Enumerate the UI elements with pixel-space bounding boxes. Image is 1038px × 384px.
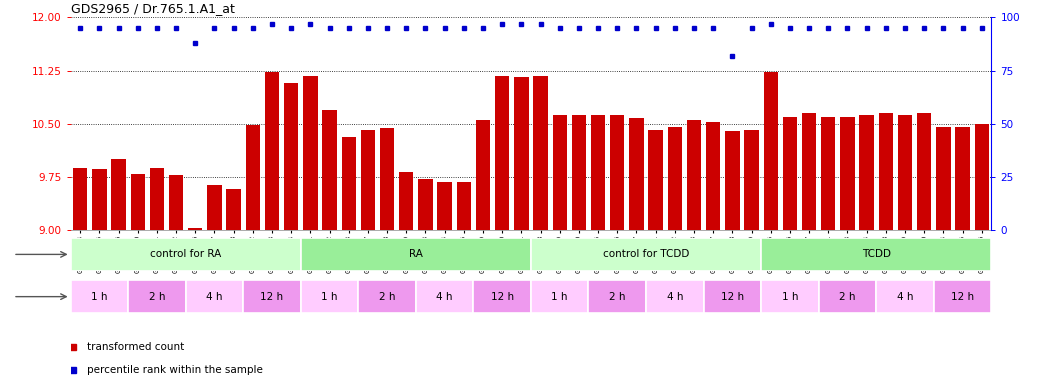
Bar bbox=[73, 168, 87, 230]
Bar bbox=[186, 280, 243, 313]
Text: 4 h: 4 h bbox=[666, 291, 683, 302]
Bar bbox=[301, 280, 358, 313]
Bar bbox=[534, 76, 548, 230]
Text: 2 h: 2 h bbox=[148, 291, 165, 302]
Bar bbox=[687, 120, 702, 230]
Bar bbox=[246, 125, 260, 230]
Text: 1 h: 1 h bbox=[322, 291, 337, 302]
Text: 12 h: 12 h bbox=[951, 291, 974, 302]
Text: percentile rank within the sample: percentile rank within the sample bbox=[87, 365, 263, 375]
Bar bbox=[71, 280, 128, 313]
Bar bbox=[878, 113, 893, 230]
Bar bbox=[649, 129, 663, 230]
Bar bbox=[188, 228, 202, 230]
Bar bbox=[303, 76, 318, 230]
Bar bbox=[473, 280, 530, 313]
Bar bbox=[876, 280, 934, 313]
Bar bbox=[475, 120, 490, 230]
Text: 12 h: 12 h bbox=[491, 291, 514, 302]
Bar bbox=[358, 280, 416, 313]
Bar bbox=[323, 110, 336, 230]
Bar bbox=[149, 168, 164, 230]
Bar bbox=[399, 172, 413, 230]
Bar bbox=[898, 115, 912, 230]
Bar bbox=[975, 124, 989, 230]
Bar bbox=[416, 280, 473, 313]
Bar bbox=[572, 115, 586, 230]
Text: 4 h: 4 h bbox=[436, 291, 453, 302]
Bar bbox=[380, 128, 394, 230]
Text: 12 h: 12 h bbox=[261, 291, 283, 302]
Bar bbox=[265, 72, 279, 230]
Bar bbox=[819, 280, 876, 313]
Bar bbox=[783, 117, 797, 230]
Bar bbox=[437, 182, 452, 230]
Bar bbox=[726, 131, 739, 230]
Bar bbox=[744, 129, 759, 230]
Bar bbox=[821, 117, 836, 230]
Bar bbox=[840, 117, 854, 230]
Bar bbox=[589, 280, 646, 313]
Bar bbox=[360, 129, 375, 230]
Bar bbox=[761, 280, 819, 313]
Text: transformed count: transformed count bbox=[87, 342, 184, 352]
Bar bbox=[301, 238, 530, 271]
Text: control for RA: control for RA bbox=[151, 249, 221, 260]
Text: control for TCDD: control for TCDD bbox=[603, 249, 689, 260]
Text: 2 h: 2 h bbox=[839, 291, 855, 302]
Text: 2 h: 2 h bbox=[379, 291, 395, 302]
Bar bbox=[284, 83, 298, 230]
Bar bbox=[934, 280, 991, 313]
Bar bbox=[761, 238, 991, 271]
Bar bbox=[418, 179, 433, 230]
Bar bbox=[667, 127, 682, 230]
Bar bbox=[128, 280, 186, 313]
Bar bbox=[802, 113, 816, 230]
Bar bbox=[646, 280, 704, 313]
Text: 4 h: 4 h bbox=[207, 291, 223, 302]
Bar bbox=[131, 174, 145, 230]
Bar bbox=[530, 238, 761, 271]
Text: 1 h: 1 h bbox=[782, 291, 798, 302]
Text: 1 h: 1 h bbox=[551, 291, 568, 302]
Bar bbox=[208, 185, 222, 230]
Bar bbox=[955, 127, 969, 230]
Bar bbox=[859, 115, 874, 230]
Bar bbox=[917, 113, 931, 230]
Text: 12 h: 12 h bbox=[720, 291, 744, 302]
Bar bbox=[704, 280, 761, 313]
Bar bbox=[610, 115, 625, 230]
Bar bbox=[629, 118, 644, 230]
Bar bbox=[552, 115, 567, 230]
Bar bbox=[764, 72, 777, 230]
Bar bbox=[111, 159, 126, 230]
Bar bbox=[514, 77, 528, 230]
Bar bbox=[169, 175, 184, 230]
Text: 2 h: 2 h bbox=[609, 291, 626, 302]
Bar bbox=[92, 169, 107, 230]
Text: RA: RA bbox=[409, 249, 422, 260]
Bar bbox=[706, 122, 720, 230]
Text: GDS2965 / Dr.765.1.A1_at: GDS2965 / Dr.765.1.A1_at bbox=[71, 2, 235, 15]
Text: TCDD: TCDD bbox=[862, 249, 891, 260]
Bar bbox=[342, 137, 356, 230]
Bar bbox=[530, 280, 589, 313]
Bar bbox=[936, 127, 951, 230]
Bar bbox=[71, 238, 301, 271]
Bar bbox=[226, 189, 241, 230]
Bar bbox=[243, 280, 301, 313]
Text: 4 h: 4 h bbox=[897, 291, 913, 302]
Bar bbox=[457, 182, 471, 230]
Bar bbox=[495, 76, 510, 230]
Bar bbox=[591, 115, 605, 230]
Text: 1 h: 1 h bbox=[91, 291, 108, 302]
